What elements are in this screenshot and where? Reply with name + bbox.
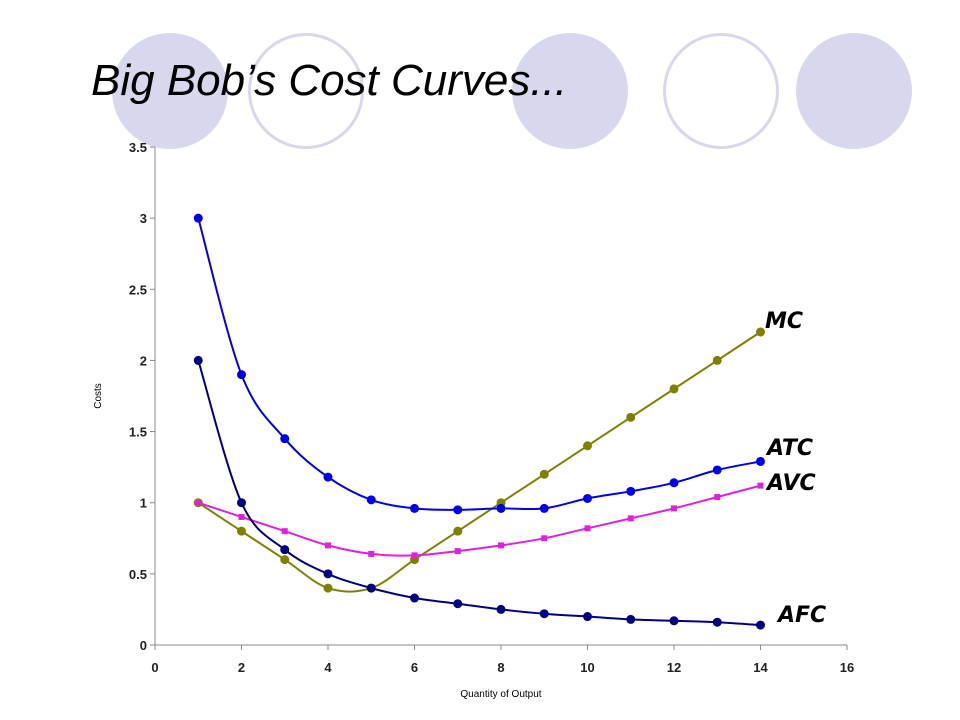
afc-line <box>197 360 761 627</box>
decor-circle-2 <box>248 33 364 149</box>
mc-point-7 <box>453 526 463 536</box>
x-tick-label-8: 8 <box>497 660 504 675</box>
atc-point-2 <box>237 370 246 380</box>
atc-point-10 <box>583 493 592 503</box>
avc-label: AVC <box>765 471 816 496</box>
mc-point-3 <box>280 555 290 565</box>
avc-point-7 <box>454 548 461 555</box>
atc-point-14 <box>756 456 765 466</box>
decor-circle-5 <box>796 33 912 149</box>
x-tick-label-4: 4 <box>324 660 332 675</box>
avc-point-3 <box>281 528 288 535</box>
atc-point-4 <box>323 472 333 482</box>
series-lines <box>197 217 762 627</box>
y-tick-label-1: 1 <box>140 496 147 511</box>
mc-point-13 <box>712 355 722 365</box>
afc-point-6 <box>410 593 419 603</box>
mc-point-14 <box>756 327 765 337</box>
decor-circle-1 <box>112 33 228 149</box>
atc-label: ATC <box>765 436 813 461</box>
atc-point-13 <box>712 465 722 475</box>
x-tick-label-6: 6 <box>411 660 418 675</box>
mc-point-9 <box>539 469 549 479</box>
avc-point-13 <box>714 494 721 501</box>
avc-point-6 <box>411 552 418 559</box>
atc-point-11 <box>626 486 636 496</box>
afc-point-3 <box>280 545 290 555</box>
afc-point-9 <box>539 609 549 619</box>
afc-point-7 <box>453 599 463 609</box>
atc-point-12 <box>669 478 679 488</box>
y-tick-label-3: 3 <box>140 211 147 226</box>
y-tick-label-1-5: 1.5 <box>129 425 147 440</box>
avc-point-14 <box>757 482 764 489</box>
avc-point-5 <box>368 550 375 557</box>
slide-title: Big Bob’s Cost Curves... <box>91 56 568 105</box>
avc-point-1 <box>195 499 202 506</box>
y-axis-title: Costs <box>93 383 104 409</box>
afc-point-12 <box>669 616 679 626</box>
atc-point-3 <box>280 434 290 444</box>
y-tick-label-0-5: 0.5 <box>129 567 147 582</box>
series-labels: MC ATC AVC AFC <box>765 309 826 628</box>
x-tick-label-12: 12 <box>667 660 681 675</box>
atc-point-6 <box>410 503 419 513</box>
x-tick-label-14: 14 <box>753 660 768 675</box>
afc-point-2 <box>237 498 246 508</box>
avc-point-11 <box>627 515 634 522</box>
atc-point-8 <box>496 503 506 513</box>
mc-label: MC <box>765 309 803 334</box>
x-tick-label-0: 0 <box>151 660 158 675</box>
avc-point-9 <box>541 535 548 542</box>
mc-point-2 <box>237 526 246 536</box>
atc-point-7 <box>453 505 463 515</box>
x-tick-label-2: 2 <box>238 660 245 675</box>
atc-line <box>197 217 761 511</box>
afc-point-1 <box>193 355 203 365</box>
mc-point-4 <box>323 583 333 593</box>
x-tick-label-16: 16 <box>840 660 854 675</box>
series-markers <box>193 213 765 630</box>
avc-point-2 <box>238 513 245 520</box>
y-tick-label-0: 0 <box>140 638 147 653</box>
y-tick-label-2-5: 2.5 <box>129 282 147 297</box>
afc-point-13 <box>712 617 722 627</box>
afc-point-4 <box>323 569 333 579</box>
decor-circle-4 <box>663 33 779 149</box>
avc-point-12 <box>671 505 677 512</box>
afc-label: AFC <box>776 603 826 628</box>
mc-point-12 <box>669 384 679 394</box>
mc-point-10 <box>583 441 592 451</box>
x-tick-label-10: 10 <box>580 660 594 675</box>
atc-point-9 <box>539 503 549 513</box>
decor-circle-3 <box>512 33 628 149</box>
axis-ticks: 0 0.5 1 1.5 2 2.5 3 3.5 0 2 4 6 8 10 12 14 16 <box>129 140 854 675</box>
y-tick-label-3-5: 3.5 <box>129 140 147 155</box>
afc-point-5 <box>366 583 376 593</box>
afc-point-8 <box>496 604 506 614</box>
y-tick-label-2: 2 <box>140 353 147 368</box>
chart-axes <box>154 147 847 646</box>
atc-point-1 <box>193 213 203 223</box>
x-axis-title: Quantity of Output <box>460 689 541 700</box>
avc-point-8 <box>498 542 504 549</box>
avc-line <box>197 484 761 557</box>
avc-point-4 <box>325 542 331 549</box>
afc-point-11 <box>626 614 636 624</box>
avc-point-10 <box>584 525 591 532</box>
afc-point-14 <box>756 620 765 630</box>
mc-point-11 <box>626 412 636 422</box>
afc-point-10 <box>583 612 592 622</box>
atc-point-5 <box>366 495 376 505</box>
